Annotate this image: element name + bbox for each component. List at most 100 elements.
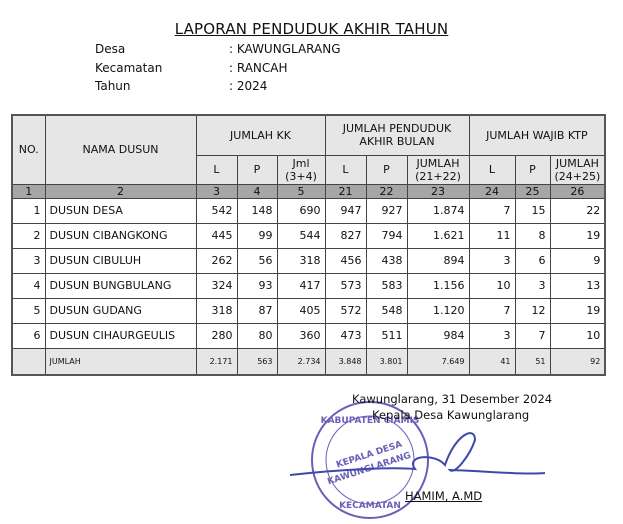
table-cell: 4	[11, 272, 46, 299]
table-cell: 473	[324, 322, 367, 349]
table-cell: 511	[365, 322, 408, 349]
table-row: 3 DUSUN CIBULUH 262 56 318 456 438 894 3 6 9	[11, 247, 606, 274]
table-cell: 10	[468, 272, 516, 299]
subheader-cell: P	[514, 154, 551, 185]
table-cell: 1.156	[406, 272, 470, 299]
table-cell: 8	[514, 222, 551, 249]
header-nama-dusun: NAMA DUSUN	[44, 114, 197, 185]
dusun-name-cell: DUSUN CIBANGKONG	[44, 222, 197, 249]
table-cell: 3	[468, 322, 516, 349]
column-number-cell: 23	[406, 183, 470, 199]
subheader-cell: JUMLAH (24+25)	[549, 154, 606, 185]
table-cell: 148	[236, 197, 278, 224]
dusun-name-cell: DUSUN CIBULUH	[44, 247, 197, 274]
table-cell: 318	[195, 297, 238, 324]
total-cell: 7.649	[406, 347, 470, 375]
signature-icon	[289, 432, 546, 476]
total-cell: 51	[514, 347, 551, 375]
info-label: Tahun	[95, 79, 131, 93]
table-cell: 544	[276, 222, 326, 249]
svg-text:KABUPATEN CIAMIS: KABUPATEN CIAMIS	[321, 416, 420, 426]
table-cell: 360	[276, 322, 326, 349]
table-cell: 827	[324, 222, 367, 249]
table-cell: 548	[365, 297, 408, 324]
subheader-cell: L	[195, 154, 238, 185]
table-cell: 894	[406, 247, 470, 274]
signature-position: Kepala Desa Kawunglarang	[372, 408, 530, 422]
subheader-cell: P	[365, 154, 408, 185]
header-jumlah-penduduk: JUMLAH PENDUDUK AKHIR BULAN	[324, 114, 470, 156]
table-cell: 1	[11, 197, 46, 224]
table-cell: 7	[514, 322, 551, 349]
table-cell: 947	[324, 197, 367, 224]
subheader-cell: L	[324, 154, 367, 185]
column-number-cell: 21	[324, 183, 367, 199]
table-cell: 80	[236, 322, 278, 349]
header-no: NO.	[11, 114, 46, 185]
table-cell: 9	[549, 247, 606, 274]
table-cell: 11	[468, 222, 516, 249]
header-wajib-ktp: JUMLAH WAJIB KTP	[468, 114, 606, 156]
column-number-cell: 4	[236, 183, 278, 199]
total-label: JUMLAH	[44, 347, 197, 375]
table-cell: 438	[365, 247, 408, 274]
table-cell: 405	[276, 297, 326, 324]
info-desa: Desa : KAWUNGLARANG	[95, 42, 341, 56]
table-cell: 1.120	[406, 297, 470, 324]
total-cell: 563	[236, 347, 278, 375]
header-jumlah-kk: JUMLAH KK	[195, 114, 326, 156]
table-row: 2 DUSUN CIBANGKONG 445 99 544 827 794 1.621 11 8 1…	[11, 222, 606, 249]
subheader-cell: L	[468, 154, 516, 185]
table-row: 6 DUSUN CIHAURGEULIS 280 80 360 473 511 984 3 7 10	[11, 322, 606, 349]
total-cell: 41	[468, 347, 516, 375]
total-cell: 92	[549, 347, 606, 375]
table-cell: 583	[365, 272, 408, 299]
table-cell: 262	[195, 247, 238, 274]
table-cell: 13	[549, 272, 606, 299]
table-cell: 1.621	[406, 222, 470, 249]
total-cell: 2.734	[276, 347, 326, 375]
table-cell: 542	[195, 197, 238, 224]
table-cell: 5	[11, 297, 46, 324]
column-number-cell: 22	[365, 183, 408, 199]
info-label: Kecamatan	[95, 61, 163, 75]
table-cell: 99	[236, 222, 278, 249]
dusun-name-cell: DUSUN BUNGBULANG	[44, 272, 197, 299]
info-value: : 2024	[229, 79, 268, 93]
table-cell: 6	[11, 322, 46, 349]
table-cell: 22	[549, 197, 606, 224]
info-value: : KAWUNGLARANG	[229, 42, 341, 56]
table-cell: 3	[468, 247, 516, 274]
table-cell: 984	[406, 322, 470, 349]
table-cell: 324	[195, 272, 238, 299]
total-cell	[11, 347, 46, 375]
table-cell: 794	[365, 222, 408, 249]
subheader-cell: Jml (3+4)	[276, 154, 326, 185]
table-cell: 572	[324, 297, 367, 324]
column-number-cell: 25	[514, 183, 551, 199]
table-cell: 445	[195, 222, 238, 249]
table-cell: 19	[549, 222, 606, 249]
table-cell: 87	[236, 297, 278, 324]
column-number-cell: 5	[276, 183, 326, 199]
table-cell: 1.874	[406, 197, 470, 224]
table-cell: 318	[276, 247, 326, 274]
column-number-cell: 26	[549, 183, 606, 199]
signature-name: HAMIM, A.MD	[405, 489, 483, 503]
stamp-signature-graphic: KABUPATEN CIAMIS KEPALA DESA KAWUNGLARAN…	[289, 401, 546, 519]
svg-text:KECAMATAN: KECAMATAN	[339, 501, 401, 511]
table-cell: 573	[324, 272, 367, 299]
table-cell: 3	[514, 272, 551, 299]
population-table: NO. NAMA DUSUN JUMLAH KK JUMLAH PENDUDUK…	[11, 114, 607, 376]
dusun-name-cell: DUSUN GUDANG	[44, 297, 197, 324]
info-label: Desa	[95, 42, 126, 56]
dusun-name-cell: DUSUN CIHAURGEULIS	[44, 322, 197, 349]
total-cell: 2.171	[195, 347, 238, 375]
subheader-cell: JUMLAH (21+22)	[406, 154, 470, 185]
table-cell: 56	[236, 247, 278, 274]
total-cell: 3.848	[324, 347, 367, 375]
table-row: 5 DUSUN GUDANG 318 87 405 572 548 1.120 7 12 19	[11, 297, 606, 324]
table-cell: 15	[514, 197, 551, 224]
column-number-cell: 24	[468, 183, 516, 199]
